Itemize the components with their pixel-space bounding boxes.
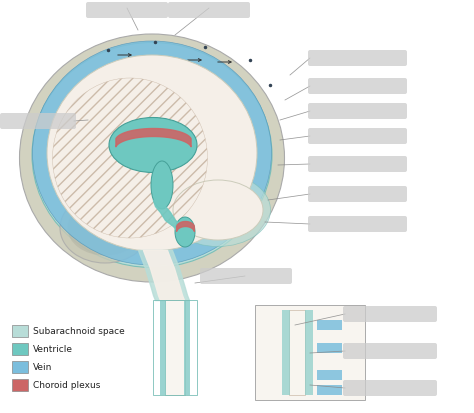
FancyBboxPatch shape — [308, 103, 407, 119]
Ellipse shape — [67, 200, 143, 256]
Bar — [305, 310, 313, 395]
FancyBboxPatch shape — [200, 268, 292, 284]
FancyBboxPatch shape — [343, 343, 437, 359]
Text: Choroid plexus: Choroid plexus — [33, 380, 100, 389]
Bar — [153, 300, 197, 395]
FancyBboxPatch shape — [343, 306, 437, 322]
Ellipse shape — [165, 173, 271, 247]
FancyBboxPatch shape — [308, 216, 407, 232]
FancyBboxPatch shape — [308, 186, 407, 202]
Bar — [12, 361, 28, 373]
Bar — [12, 379, 28, 391]
FancyBboxPatch shape — [308, 156, 407, 172]
Bar — [282, 310, 290, 395]
FancyBboxPatch shape — [343, 380, 437, 396]
Bar — [165, 300, 185, 395]
Ellipse shape — [33, 41, 272, 265]
Ellipse shape — [175, 217, 195, 247]
Bar — [289, 310, 305, 395]
Text: Vein: Vein — [33, 363, 52, 372]
Ellipse shape — [109, 118, 197, 173]
Bar — [160, 300, 166, 395]
Ellipse shape — [47, 55, 257, 251]
Ellipse shape — [151, 161, 173, 209]
FancyBboxPatch shape — [308, 128, 407, 144]
FancyBboxPatch shape — [168, 2, 250, 18]
Ellipse shape — [19, 34, 284, 282]
Bar — [255, 305, 365, 400]
Bar — [184, 300, 190, 395]
FancyBboxPatch shape — [0, 113, 76, 129]
Bar — [317, 385, 342, 395]
Bar — [317, 370, 342, 380]
FancyBboxPatch shape — [308, 78, 407, 94]
Text: Subarachnoid space: Subarachnoid space — [33, 327, 125, 335]
Bar — [12, 325, 28, 337]
FancyBboxPatch shape — [86, 2, 168, 18]
Text: Ventricle: Ventricle — [33, 344, 73, 354]
Bar — [317, 343, 342, 353]
Bar — [12, 343, 28, 355]
Bar — [317, 320, 342, 330]
Ellipse shape — [32, 43, 272, 268]
Ellipse shape — [173, 180, 263, 240]
Ellipse shape — [60, 193, 150, 263]
FancyBboxPatch shape — [308, 50, 407, 66]
